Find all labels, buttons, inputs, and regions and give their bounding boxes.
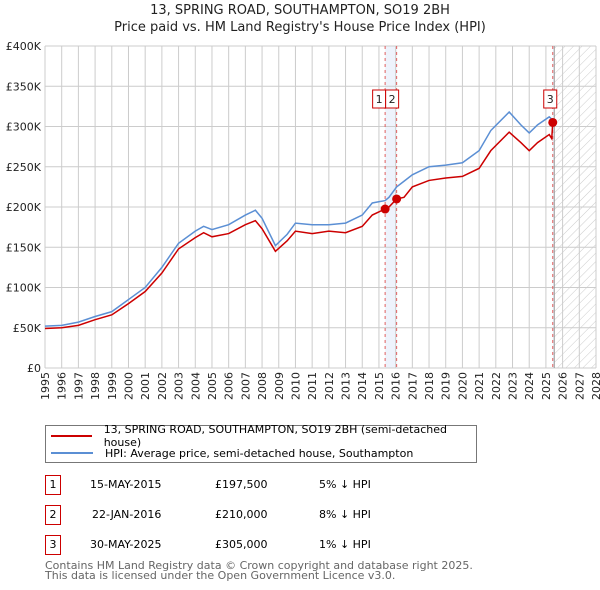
x-tick-label: 2025: [540, 372, 553, 400]
sale-marker-label: 2: [389, 93, 396, 106]
chart-subtitle: Price paid vs. HM Land Registry's House …: [114, 20, 486, 35]
x-tick-label: 2021: [473, 372, 486, 400]
x-tick-label: 2019: [440, 372, 453, 400]
x-tick-label: 2001: [139, 372, 152, 400]
sale-marker-number: 2: [45, 505, 61, 525]
y-tick-label: £250K: [6, 161, 42, 174]
x-tick-label: 2023: [507, 372, 520, 400]
y-tick-label: £150K: [6, 241, 42, 254]
sale-date: 30-MAY-2025: [90, 538, 162, 551]
footer-line: This data is licensed under the Open Gov…: [45, 569, 396, 582]
x-tick-label: 2000: [122, 372, 135, 400]
sale-date: 22-JAN-2016: [92, 508, 162, 521]
x-tick-label: 2009: [273, 372, 286, 400]
chart-title: 13, SPRING ROAD, SOUTHAMPTON, SO19 2BH: [150, 3, 450, 18]
x-tick-label: 2022: [490, 372, 503, 400]
y-tick-label: £0: [27, 362, 41, 375]
footer-line: Contains HM Land Registry data © Crown c…: [45, 559, 473, 572]
x-tick-label: 2020: [456, 372, 469, 400]
table-row: 3 30-MAY-2025 £305,000 1% ↓ HPI: [45, 535, 495, 555]
sale-point: [380, 204, 390, 214]
legend-swatch-red: [51, 435, 92, 437]
legend-item-hpi: HPI: Average price, semi-detached house,…: [46, 445, 413, 461]
sale-hpi-diff: 5% ↓ HPI: [319, 478, 371, 491]
sale-marker-box: [543, 89, 558, 109]
legend: 13, SPRING ROAD, SOUTHAMPTON, SO19 2BH (…: [45, 423, 477, 463]
sale-price: £210,000: [215, 508, 268, 521]
x-tick-label: 2007: [239, 372, 252, 400]
sale-marker-number: 1: [45, 475, 61, 495]
x-tick-label: 2015: [373, 372, 386, 400]
sale-marker-number: 3: [45, 535, 61, 555]
legend-label: 13, SPRING ROAD, SOUTHAMPTON, SO19 2BH (…: [103, 423, 448, 449]
legend-label: HPI: Average price, semi-detached house,…: [105, 446, 414, 460]
x-tick-label: 2017: [406, 372, 419, 400]
y-tick-label: £300K: [6, 121, 42, 134]
sale-price: £197,500: [215, 478, 268, 491]
sale-point: [548, 117, 558, 127]
x-tick-label: 2012: [323, 372, 336, 400]
x-tick-label: 1999: [106, 372, 119, 400]
x-tick-label: 2014: [356, 372, 369, 400]
x-tick-label: 2011: [306, 372, 319, 400]
legend-swatch-blue: [51, 452, 93, 454]
sale-marker-box: [385, 89, 400, 109]
legend-item-property: 13, SPRING ROAD, SOUTHAMPTON, SO19 2BH (…: [46, 423, 476, 449]
sale-hpi-diff: 1% ↓ HPI: [319, 538, 371, 551]
price-chart: 1995 1996 1997 1998 1999 2000 2001 2002 2003 2004…: [6, 40, 600, 400]
x-tick-label: 1997: [72, 372, 85, 400]
series-line: [44, 122, 554, 330]
x-tick-label: 2002: [156, 372, 169, 400]
x-tick-label: 2013: [340, 372, 353, 400]
sale-date: 15-MAY-2015: [90, 478, 162, 491]
x-tick-label: 2003: [173, 372, 186, 400]
x-tick-label: 1998: [89, 372, 102, 400]
sale-marker-label: 3: [547, 93, 554, 106]
x-tick-label: 2008: [256, 372, 269, 400]
table-row: 2 22-JAN-2016 £210,000 8% ↓ HPI: [45, 505, 495, 525]
sale-point: [392, 194, 402, 204]
x-tick-label: 1995: [39, 372, 52, 400]
x-tick-label: 2005: [206, 372, 219, 400]
x-tick-label: 2026: [557, 372, 570, 400]
x-tick-label: 2028: [590, 372, 600, 400]
x-tick-label: 2018: [423, 372, 436, 400]
x-tick-label: 2027: [573, 372, 586, 400]
x-tick-label: 1996: [56, 372, 69, 400]
series-line: [44, 110, 554, 327]
sale-hpi-diff: 8% ↓ HPI: [319, 508, 371, 521]
y-tick-label: £100K: [6, 282, 42, 295]
x-tick-label: 2016: [390, 372, 403, 400]
footer: Contains HM Land Registry data © Crown c…: [45, 559, 473, 582]
sale-marker-label: 1: [376, 93, 383, 106]
x-tick-label: 2024: [523, 372, 536, 400]
y-tick-label: £50K: [13, 322, 42, 335]
x-tick-label: 2006: [223, 372, 236, 400]
sale-price: £305,000: [215, 538, 268, 551]
table-row: 1 15-MAY-2015 £197,500 5% ↓ HPI: [45, 475, 495, 495]
y-tick-label: £400K: [6, 40, 42, 53]
y-tick-label: £350K: [6, 80, 42, 93]
y-tick-label: £200K: [6, 201, 42, 214]
x-tick-label: 2010: [289, 372, 302, 400]
x-tick-label: 2004: [189, 372, 202, 400]
